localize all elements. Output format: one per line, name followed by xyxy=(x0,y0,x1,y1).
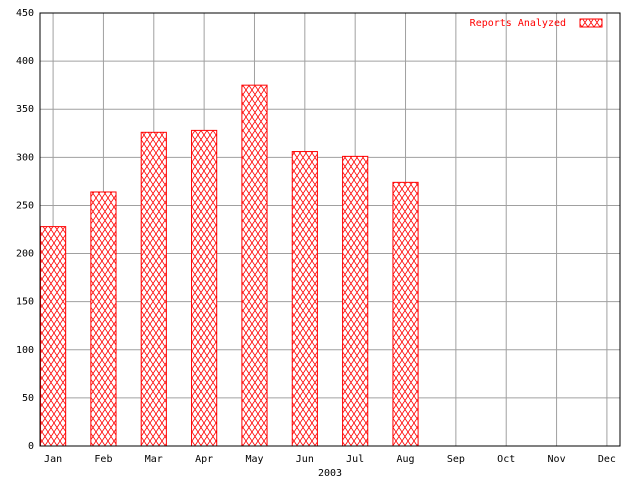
x-tick-label: Aug xyxy=(396,454,414,465)
bar xyxy=(392,181,419,447)
bar xyxy=(90,191,117,447)
bar xyxy=(342,155,369,447)
y-tick-label: 100 xyxy=(16,345,34,356)
x-tick-label: Dec xyxy=(598,454,616,465)
x-tick-label: Jun xyxy=(296,454,314,465)
bar xyxy=(140,131,167,447)
y-tick-label: 0 xyxy=(28,441,34,452)
legend-swatch xyxy=(579,18,603,28)
x-tick-label: Mar xyxy=(145,454,163,465)
x-tick-label: Feb xyxy=(94,454,112,465)
legend-label: Reports Analyzed xyxy=(470,18,566,29)
y-tick-label: 200 xyxy=(16,249,34,260)
x-axis-label: 2003 xyxy=(318,468,342,479)
y-tick-label: 150 xyxy=(16,297,34,308)
y-tick-label: 400 xyxy=(16,56,34,67)
y-tick-label: 300 xyxy=(16,152,34,163)
y-tick-label: 350 xyxy=(16,104,34,115)
x-tick-label: Sep xyxy=(447,454,465,465)
bar xyxy=(191,129,218,447)
x-tick-label: Jan xyxy=(44,454,62,465)
bar xyxy=(241,84,268,447)
y-tick-label: 450 xyxy=(16,8,34,19)
x-tick-label: Nov xyxy=(548,454,566,465)
bar xyxy=(40,226,67,447)
plot-frame xyxy=(39,12,621,447)
y-tick-label: 250 xyxy=(16,200,34,211)
bar xyxy=(291,151,318,447)
x-tick-label: Apr xyxy=(195,454,213,465)
y-tick-label: 50 xyxy=(22,393,34,404)
x-tick-label: Oct xyxy=(497,454,515,465)
x-tick-label: Jul xyxy=(346,454,364,465)
x-tick-label: May xyxy=(245,454,263,465)
